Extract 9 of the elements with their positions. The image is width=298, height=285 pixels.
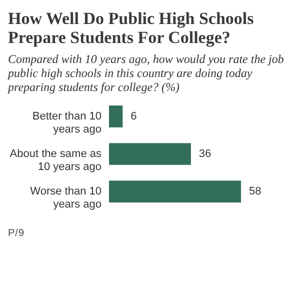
text: P/9 bbox=[8, 228, 26, 239]
data-label: 58 bbox=[249, 186, 262, 198]
y-tick-label: About the same as 10 years ago bbox=[10, 148, 102, 173]
y-tick-label: Better than 10 years ago bbox=[32, 110, 102, 136]
data-label: 36 bbox=[198, 148, 212, 160]
chart-title: How Well Do Public High Schools Prepare Students For College? bbox=[8, 9, 255, 47]
y-tick-label: Worse than 10 years ago bbox=[30, 186, 102, 211]
chart-subtitle: Compared with 10 years ago, how would you rate the job public high schools in this country are doing today preparing students for college? (%) bbox=[8, 52, 285, 94]
data-label: 6 bbox=[130, 110, 137, 122]
